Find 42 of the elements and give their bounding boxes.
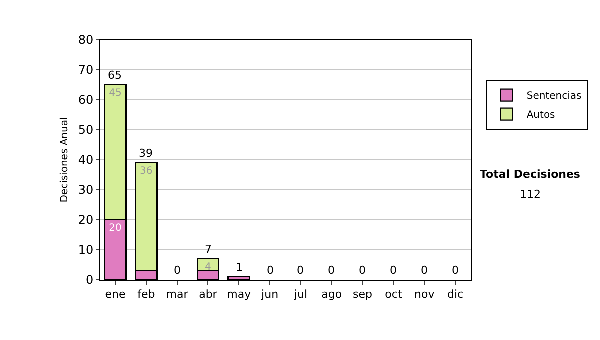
x-tick-label: mar — [166, 288, 189, 302]
x-tick-label: jun — [260, 288, 279, 302]
x-tick-label: feb — [138, 288, 156, 302]
total-label: 0 — [297, 264, 304, 277]
total-label: 39 — [139, 147, 153, 160]
y-tick-label: 60 — [78, 93, 94, 108]
total-label: 0 — [267, 264, 274, 277]
total-label: 0 — [174, 264, 181, 277]
x-tick-label: dic — [447, 288, 464, 302]
y-tick-label: 30 — [78, 183, 94, 198]
x-tick-label: jul — [293, 288, 308, 302]
x-tick-label: nov — [414, 288, 436, 302]
data-label: 20 — [109, 223, 122, 234]
x-tick-label: ene — [105, 288, 126, 302]
total-label: 0 — [452, 264, 459, 277]
x-tick-label: oct — [385, 288, 403, 302]
y-tick-label: 70 — [78, 63, 94, 78]
legend-label: Autos — [526, 110, 556, 122]
y-tick-label: 50 — [78, 123, 94, 138]
data-label: 45 — [109, 88, 122, 99]
legend-label: Sentencias — [526, 91, 582, 102]
y-tick-label: 10 — [78, 243, 94, 258]
y-tick-label: 20 — [78, 213, 94, 228]
total-label: 7 — [205, 243, 212, 256]
x-tick-label: sep — [353, 288, 373, 302]
data-label: 36 — [140, 166, 153, 177]
x-tick-label: abr — [199, 288, 218, 302]
y-tick-label: 0 — [86, 273, 94, 288]
total-label: 0 — [421, 264, 428, 277]
y-tick-label: 40 — [78, 153, 94, 168]
x-tick-label: ago — [322, 288, 342, 302]
total-label: 0 — [390, 264, 397, 277]
y-axis-title: Decisiones Anual — [59, 117, 70, 203]
text: Total Decisiones — [480, 168, 581, 181]
total-label: 1 — [236, 261, 243, 274]
data-label: 4 — [205, 262, 212, 273]
text: 112 — [520, 188, 541, 201]
x-tick-label: may — [227, 288, 252, 302]
total-label: 0 — [359, 264, 366, 277]
total-label: 0 — [328, 264, 335, 277]
total-label: 65 — [108, 69, 122, 82]
y-tick-label: 80 — [78, 33, 94, 48]
